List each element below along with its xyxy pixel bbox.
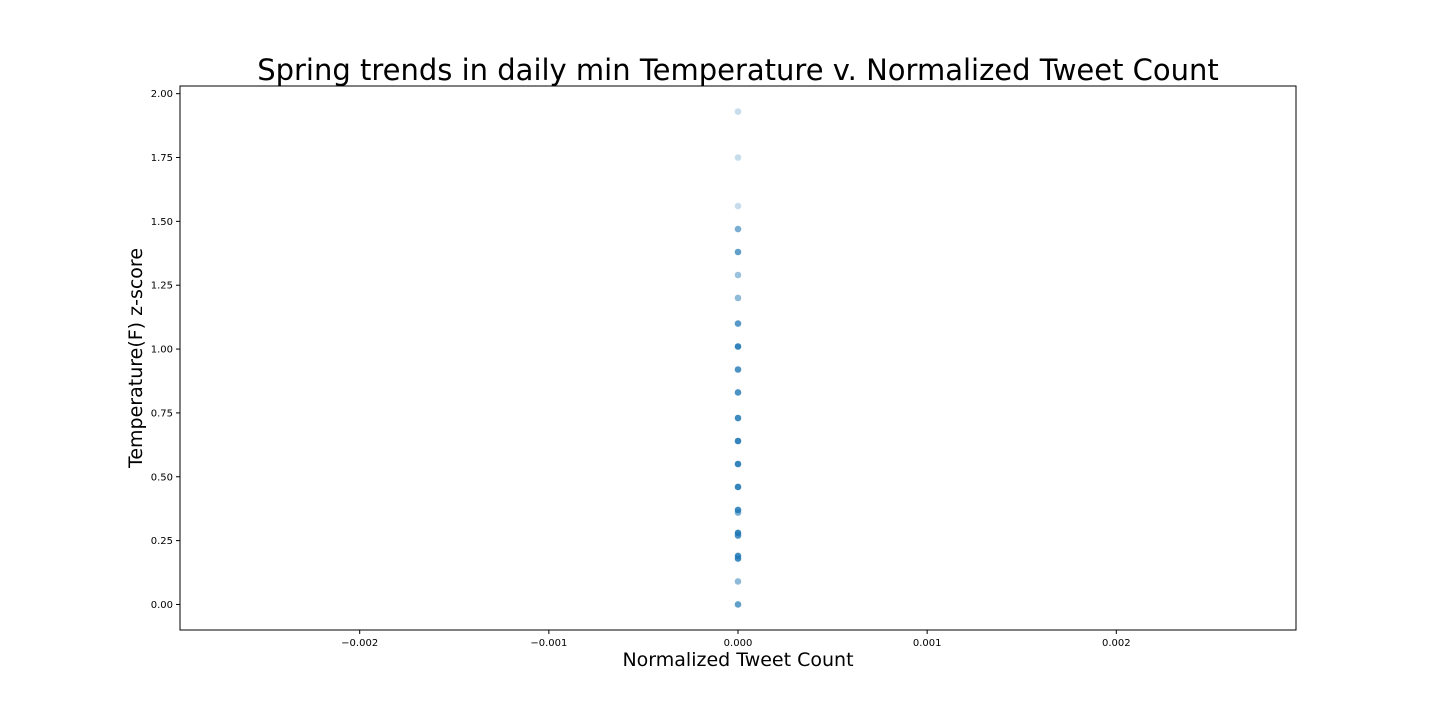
data-point (734, 108, 742, 115)
y-tick-label: 0.25 (151, 536, 173, 547)
data-point (734, 271, 742, 279)
x-tick-label: 0.000 (724, 638, 753, 649)
y-tick-label: 1.50 (151, 217, 173, 228)
data-point (734, 509, 742, 516)
data-point (734, 578, 742, 585)
chart-title: Spring trends in daily min Temperature v… (257, 53, 1219, 87)
data-point (734, 294, 742, 302)
y-tick-label: 2.00 (151, 89, 173, 100)
y-tick-label: 1.25 (151, 281, 173, 292)
x-tick-label: 0.001 (913, 638, 942, 649)
data-point (734, 555, 742, 562)
y-tick-label: 0.50 (151, 472, 173, 483)
data-point (734, 437, 742, 445)
data-point (734, 601, 742, 608)
data-point (734, 202, 742, 210)
data-point (734, 343, 742, 350)
x-axis: −0.002 −0.001 0.000 0.001 0.002 (341, 630, 1131, 649)
axes-frame (179, 85, 1297, 631)
x-axis-label: Normalized Tweet Count (622, 649, 853, 671)
y-tick-label: 1.75 (151, 153, 173, 164)
data-point (734, 460, 742, 468)
data-point (734, 225, 742, 233)
data-point (734, 414, 742, 422)
data-point (734, 366, 742, 373)
x-tick-label: −0.002 (341, 638, 378, 649)
data-point (734, 154, 742, 161)
y-tick-label: 0.75 (151, 408, 173, 419)
y-tick-label: 0.00 (151, 600, 173, 611)
data-point (734, 320, 742, 327)
x-tick-label: −0.001 (530, 638, 567, 649)
data-point (734, 483, 742, 491)
data-point (734, 248, 742, 256)
y-axis-label: Temperature(F) z-score (125, 248, 147, 469)
plot-area (179, 85, 1297, 631)
y-tick-label: 1.00 (151, 345, 173, 356)
y-axis: 0.00 0.25 0.50 0.75 1.00 1.25 1.50 1.75 2.00 (151, 89, 180, 611)
data-point (734, 389, 742, 396)
data-point (734, 532, 742, 539)
x-tick-label: 0.002 (1102, 638, 1131, 649)
